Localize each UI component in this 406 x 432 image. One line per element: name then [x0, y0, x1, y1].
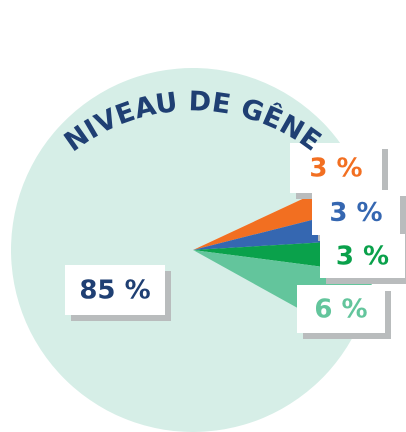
label-box — [290, 143, 382, 193]
label-box — [297, 285, 385, 333]
labels: 85 % 3 % 3 % 3 % 6 % — [65, 143, 406, 339]
value-label: 6 % — [314, 295, 367, 325]
value-label: 85 % — [79, 276, 150, 306]
value-label: 3 % — [329, 198, 382, 228]
label-box — [312, 190, 400, 235]
value-label: 3 % — [336, 242, 389, 272]
label-box — [320, 234, 405, 278]
pie-slice — [11, 68, 358, 432]
value-label: 3 % — [309, 154, 362, 184]
label-box — [65, 265, 165, 315]
